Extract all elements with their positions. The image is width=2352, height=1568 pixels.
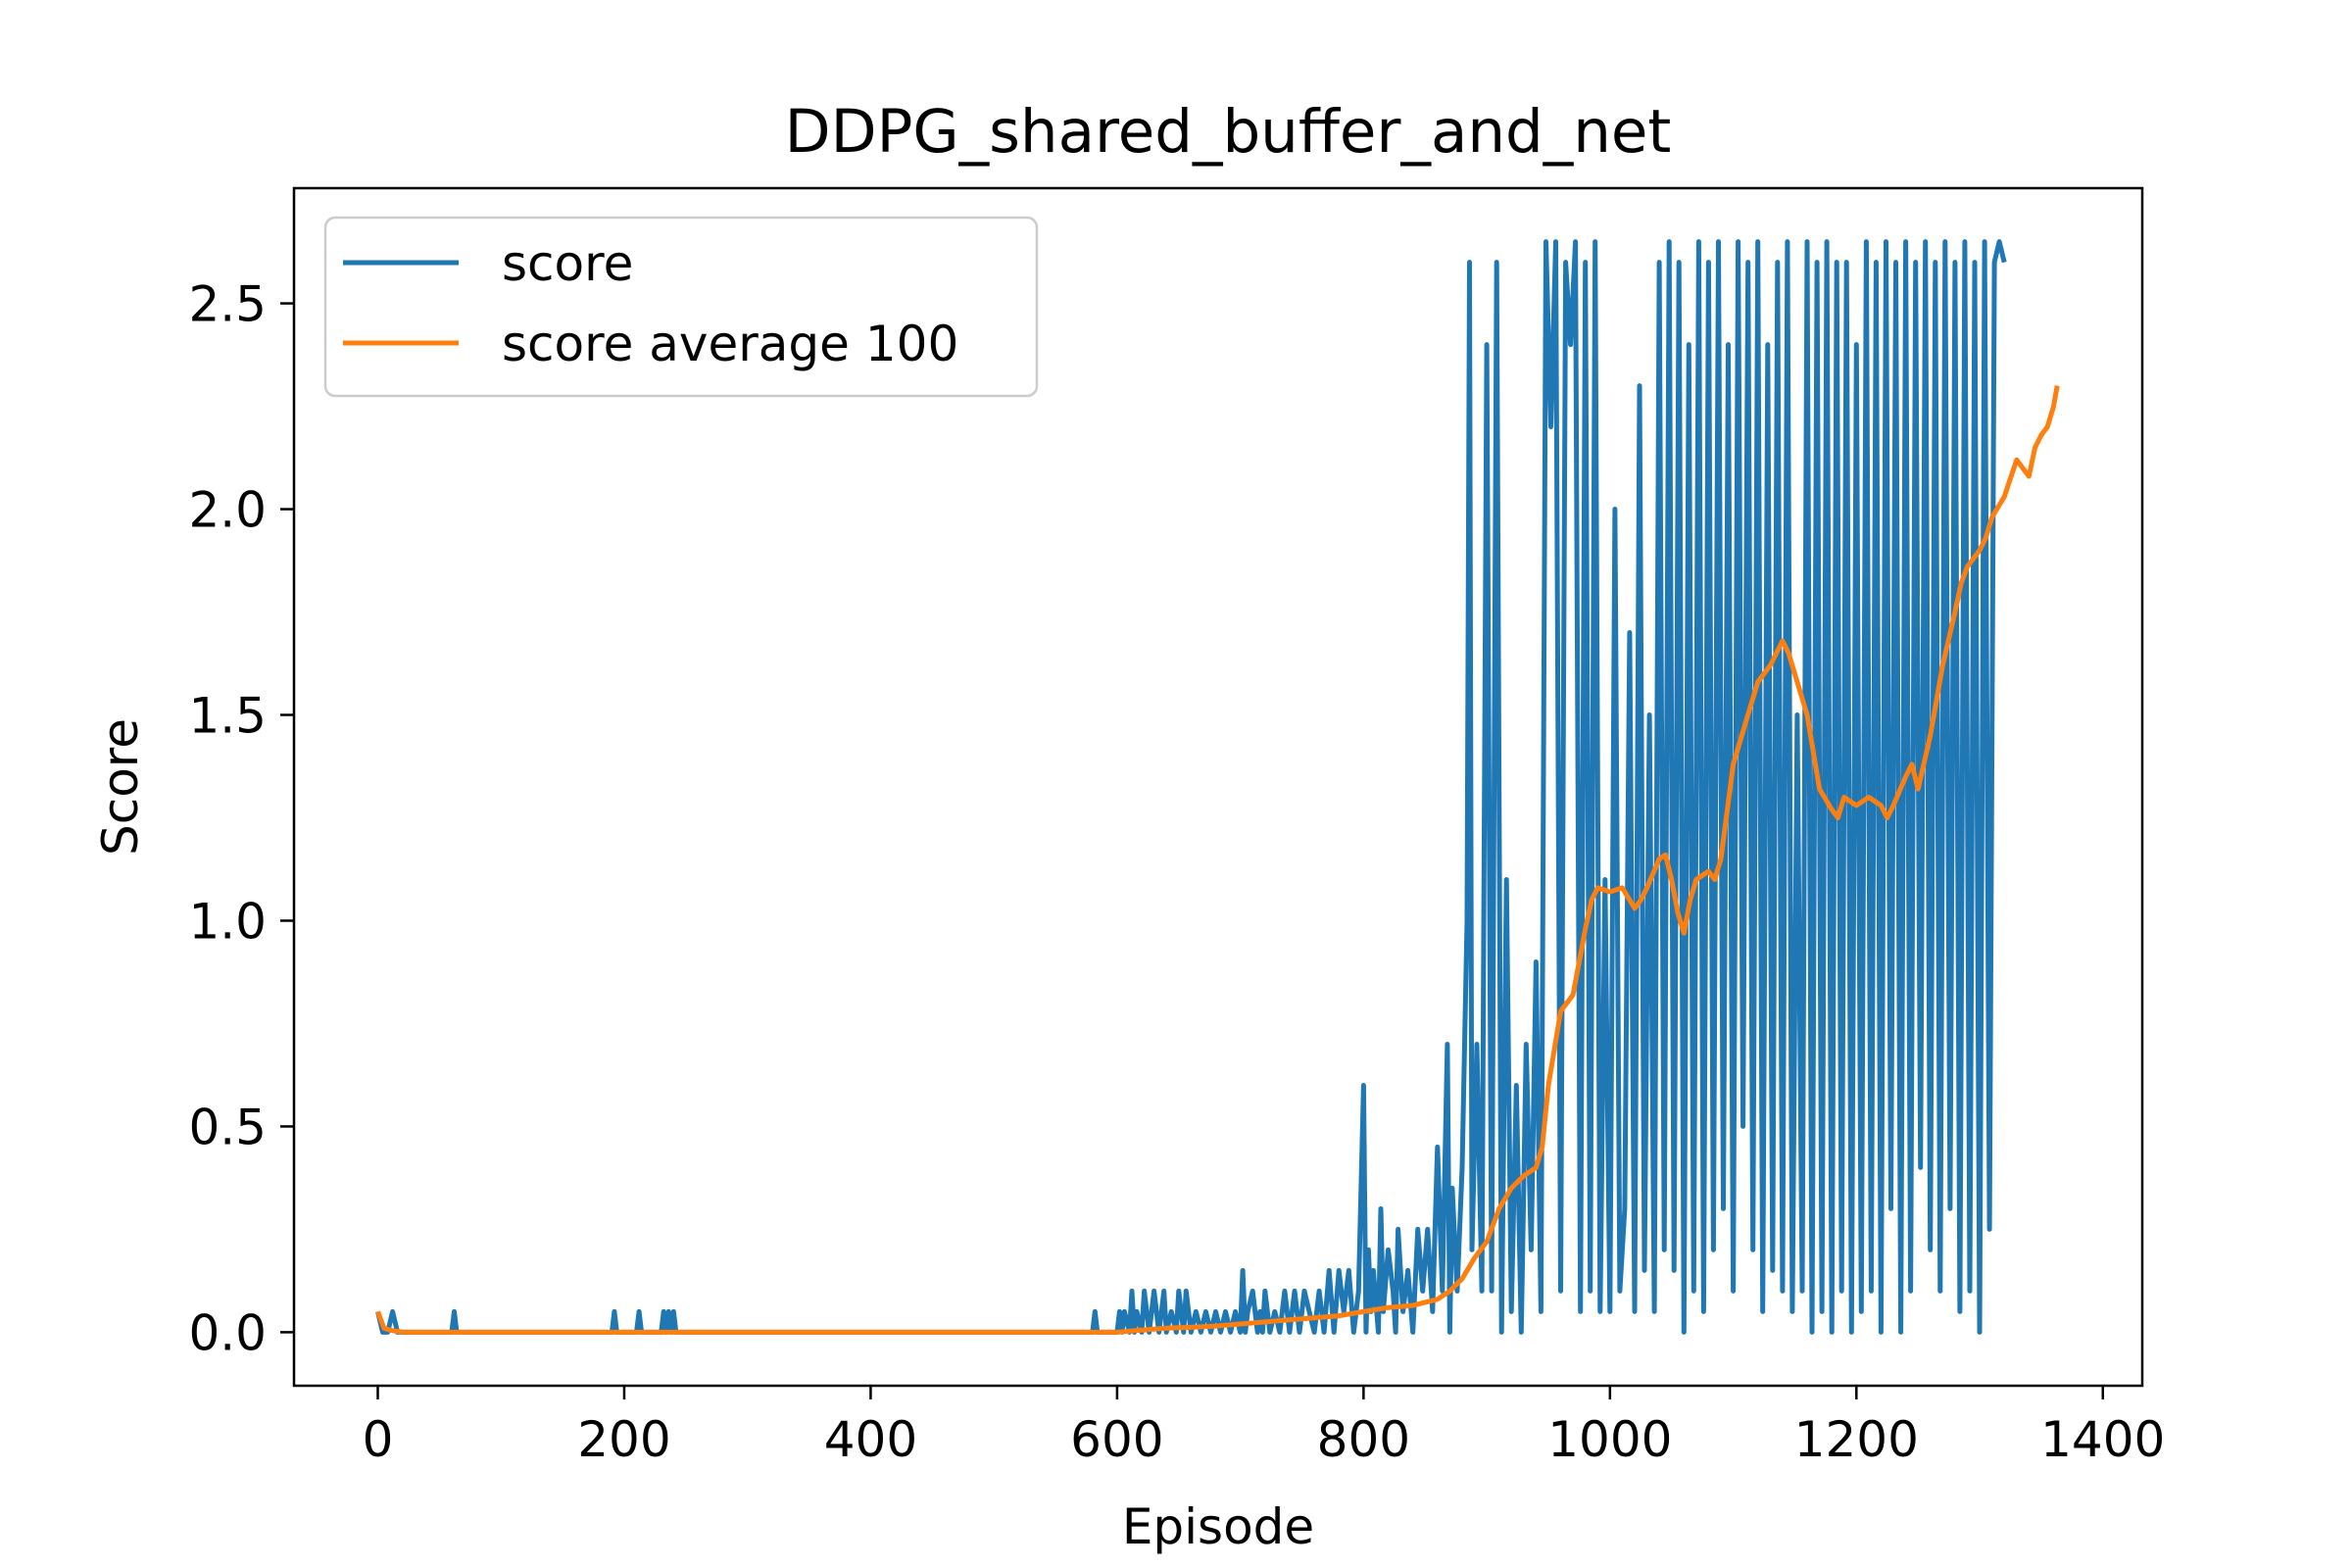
- x-tick-label: 400: [824, 1411, 917, 1468]
- x-tick-label: 600: [1070, 1411, 1163, 1468]
- series-line-score: [375, 239, 2007, 1335]
- x-tick-label: 200: [577, 1411, 670, 1468]
- legend-label-score-average: score average 100: [502, 316, 958, 372]
- x-tick-label: 0: [363, 1411, 394, 1468]
- series-line-score-average-100: [375, 385, 2060, 1335]
- x-axis-label: Episode: [1122, 1498, 1314, 1555]
- legend-box: [323, 216, 1039, 398]
- y-tick-label: 0.0: [188, 1304, 267, 1361]
- x-tick-label: 800: [1317, 1411, 1410, 1468]
- legend-label-score: score: [502, 235, 633, 292]
- y-tick-label: 2.0: [188, 482, 267, 539]
- x-tick-label: 1400: [2040, 1411, 2165, 1468]
- chart-title: DDPG_shared_buffer_and_net: [785, 97, 1672, 167]
- y-tick-label: 1.0: [188, 893, 267, 950]
- legend: score score average 100: [323, 216, 1039, 398]
- y-tick-label: 2.5: [188, 276, 267, 333]
- y-axis: 0.0 0.5 1.0 1.5 2.0 2.5: [188, 276, 294, 1361]
- x-tick-label: 1000: [1547, 1411, 1672, 1468]
- x-axis: 0 200 400 600 800 1000 1200 1400: [363, 1386, 2165, 1468]
- y-tick-label: 0.5: [188, 1099, 267, 1155]
- y-tick-label: 1.5: [188, 688, 267, 745]
- series-layer: [375, 239, 2060, 1335]
- plot-area: [375, 239, 2060, 1335]
- plot-frame: [292, 186, 2144, 1388]
- y-axis-label: Score: [92, 718, 149, 856]
- x-tick-label: 1200: [1794, 1411, 1919, 1468]
